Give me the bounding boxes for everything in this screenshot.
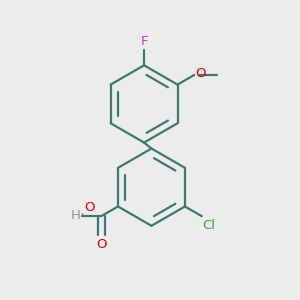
Text: Cl: Cl xyxy=(202,219,216,232)
Text: ·: · xyxy=(80,208,85,223)
Text: O: O xyxy=(96,238,106,251)
Text: F: F xyxy=(140,35,148,48)
Text: O: O xyxy=(85,201,95,214)
Text: O: O xyxy=(195,67,205,80)
Text: H: H xyxy=(71,209,81,222)
